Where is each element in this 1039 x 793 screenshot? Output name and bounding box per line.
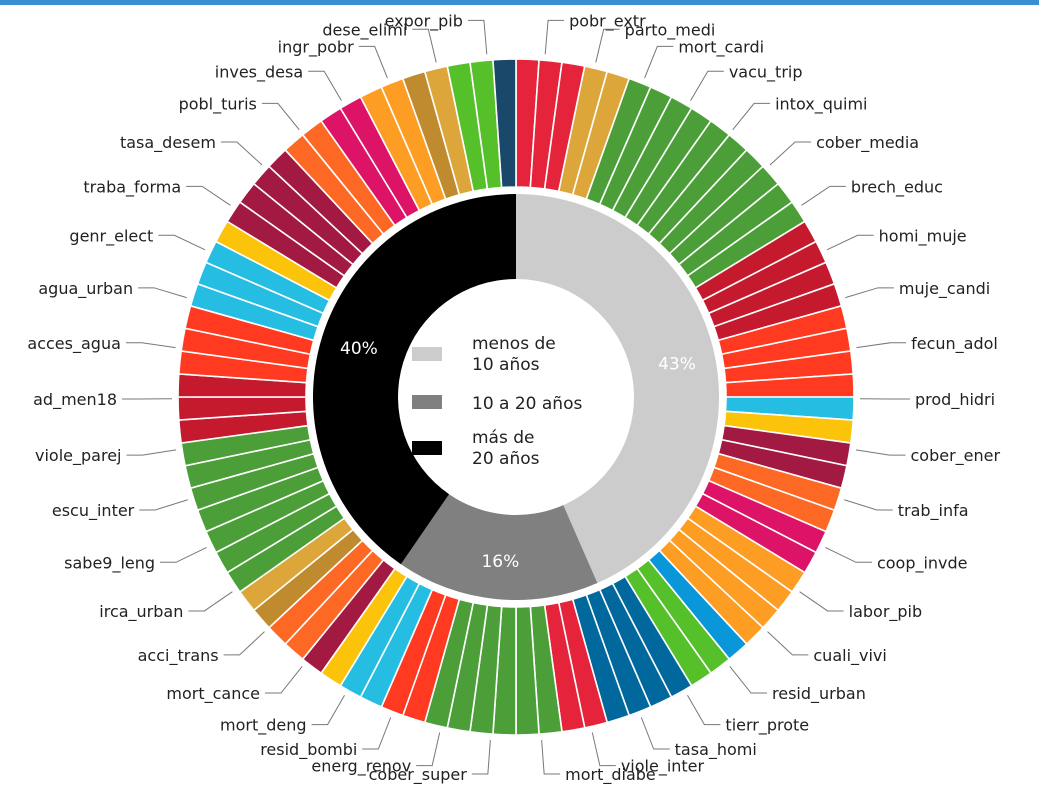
leader-line <box>769 141 812 166</box>
leader-line <box>690 70 724 101</box>
outer-label: mort_cance <box>166 684 260 704</box>
leader-line <box>732 102 771 131</box>
outer-label: expor_pib <box>385 11 463 31</box>
outer-label: acci_trans <box>138 646 219 666</box>
outer-label: brech_educ <box>851 177 943 197</box>
outer-label: acces_agua <box>27 334 120 354</box>
outer-label: homi_muje <box>879 226 967 246</box>
outer-label: mort_cardi <box>678 37 764 57</box>
legend-swatch <box>412 347 442 361</box>
legend-label: más de 20 años <box>472 428 540 469</box>
leader-line <box>467 19 488 55</box>
outer-label: mort_diabe <box>565 765 656 785</box>
leader-line <box>358 45 388 79</box>
leader-line <box>595 28 620 63</box>
leader-line <box>261 102 300 131</box>
leader-line <box>138 287 187 299</box>
leader-line <box>544 19 565 55</box>
outer-label: prod_hidri <box>915 390 995 410</box>
outer-label: ingr_pobr <box>278 37 354 57</box>
leader-line <box>362 717 392 750</box>
outer-segment-91 <box>492 58 517 189</box>
leader-line <box>308 70 342 101</box>
inner-slice-0 <box>516 194 720 583</box>
outer-label: irca_urban <box>99 602 183 622</box>
legend-swatch <box>412 395 442 409</box>
outer-label: genr_elect <box>69 226 153 246</box>
outer-label: cober_super <box>369 765 468 785</box>
leader-line <box>264 666 303 694</box>
outer-label: trab_infa <box>898 501 969 521</box>
outer-label: intox_quimi <box>775 94 867 114</box>
leader-line <box>160 546 207 563</box>
outer-label: labor_pib <box>849 602 923 622</box>
outer-label: viole_inter <box>621 757 705 777</box>
leader-line <box>412 28 437 63</box>
inner-slice-label-0: 43% <box>658 354 696 374</box>
leader-line <box>471 740 491 775</box>
outer-label: cuali_vivi <box>813 646 886 666</box>
top-accent-bar <box>0 0 1039 5</box>
leader-line <box>416 732 441 767</box>
outer-label: coop_invde <box>877 553 968 573</box>
outer-label: cober_media <box>816 133 919 153</box>
outer-label: dese_elimi <box>322 20 407 40</box>
outer-label: tasa_desem <box>120 133 216 153</box>
inner-slice-label-1: 16% <box>481 552 519 572</box>
leader-line <box>125 342 176 349</box>
inner-slice-1 <box>400 494 598 601</box>
outer-label: vacu_trip <box>729 62 803 82</box>
sunburst-chart: 43% 16% 40% pobr_extrparto_medimort_cardiva… <box>27 11 1001 785</box>
leader-line <box>126 449 177 456</box>
leader-line <box>541 740 561 775</box>
inner-slice-label-2: 40% <box>340 339 378 359</box>
leader-line <box>801 185 846 206</box>
outer-label: viole_parej <box>35 446 121 466</box>
outer-label: traba_forma <box>83 177 181 197</box>
legend: menos de 10 años 10 a 20 años más de 20 años <box>412 334 582 469</box>
outer-label: escu_inter <box>52 501 135 521</box>
leader-line <box>856 342 907 349</box>
outer-label: inves_desa <box>215 62 303 82</box>
outer-label: resid_urban <box>772 684 866 704</box>
leader-line <box>826 234 874 251</box>
leader-line <box>855 449 906 456</box>
leader-line <box>767 631 809 656</box>
leader-line <box>825 546 872 563</box>
leader-line <box>220 141 263 166</box>
outer-label: sabe9_leng <box>64 553 155 573</box>
outer-label: ad_men18 <box>33 390 117 410</box>
leader-line <box>223 631 265 656</box>
leader-line <box>729 666 768 694</box>
leader-line <box>799 591 844 612</box>
outer-label: tierr_prote <box>725 716 809 736</box>
leader-line <box>644 45 674 79</box>
outer-label: pobr_extr <box>569 11 646 31</box>
outer-label: parto_medi <box>625 20 716 40</box>
leader-line <box>591 732 616 767</box>
leader-line <box>311 694 345 726</box>
legend-swatch <box>412 441 442 455</box>
leader-line <box>687 694 721 726</box>
outer-label: agua_urban <box>38 279 133 299</box>
leader-line <box>186 185 231 206</box>
legend-label: 10 a 20 años <box>472 394 582 414</box>
leader-line <box>844 499 893 511</box>
leader-line <box>158 234 206 251</box>
leader-line <box>845 287 894 299</box>
outer-label: fecun_adol <box>911 334 998 354</box>
outer-label: resid_bombi <box>260 740 357 760</box>
outer-label: tasa_homi <box>675 740 757 760</box>
leader-line <box>139 499 188 511</box>
legend-label: menos de 10 años <box>472 334 556 375</box>
outer-label: energ_renov <box>311 757 411 777</box>
outer-label: pobl_turis <box>179 94 257 114</box>
leader-line <box>640 717 670 750</box>
outer-label: mort_deng <box>220 716 307 736</box>
outer-label: muje_candi <box>899 279 990 299</box>
leader-line <box>188 591 233 612</box>
outer-label: cober_ener <box>911 446 1001 466</box>
inner-slice-2 <box>312 194 516 565</box>
